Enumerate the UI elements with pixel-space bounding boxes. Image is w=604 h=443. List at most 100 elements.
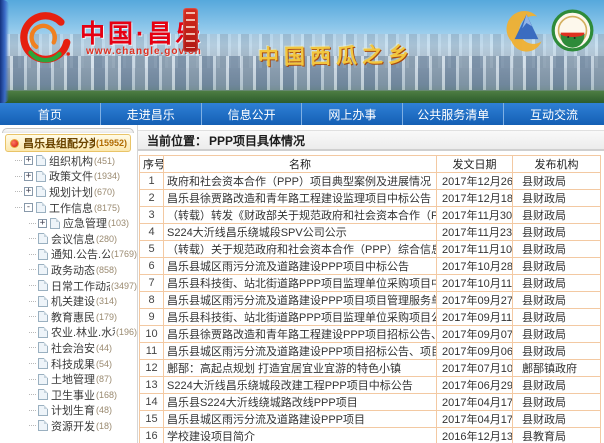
sidebar-item[interactable]: 机关建设 (314) bbox=[2, 293, 137, 309]
city-skyline-near bbox=[0, 56, 604, 90]
sidebar-item[interactable]: + 应急管理 (103) bbox=[2, 215, 137, 231]
expand-icon[interactable]: + bbox=[24, 155, 33, 166]
publish-agency: 鄌郚镇政府 bbox=[512, 359, 601, 377]
document-link[interactable]: （转载）关于规范政府和社会资本合作（PPP）综合信息平台项目库管理的通知 bbox=[167, 244, 436, 256]
folder-icon bbox=[38, 248, 48, 260]
publish-date: 2017年10月28日 bbox=[436, 257, 513, 275]
sidebar-item[interactable]: 通知.公告.公示(1769) bbox=[2, 247, 137, 263]
folder-icon bbox=[38, 264, 48, 276]
sidebar-item[interactable]: 教育惠民 (179) bbox=[2, 309, 137, 325]
sidebar-item-root-selected[interactable]: 昌乐县组配分类 (15952) bbox=[5, 134, 131, 152]
sidebar-item[interactable]: 农业.林业.水利(196) bbox=[2, 325, 137, 341]
document-name-cell: 昌乐县S224大沂线绕城路改线PPP项目 bbox=[163, 393, 437, 411]
document-link[interactable]: 鄌郚：高起点规划 打造宜居宜业宜游的特色小镇 bbox=[167, 363, 402, 375]
row-number: 12 bbox=[139, 359, 164, 377]
sidebar-item[interactable]: + 政策文件 (1934) bbox=[2, 169, 137, 185]
row-number: 9 bbox=[139, 308, 164, 326]
expand-icon[interactable]: + bbox=[24, 186, 33, 197]
sidebar-item[interactable]: 土地管理 (87) bbox=[2, 371, 137, 387]
sidebar-item[interactable]: 计划生育 (48) bbox=[2, 403, 137, 419]
document-link[interactable]: （转载）转发《财政部关于规范政府和社会资本合作（PPP）综合信息平台项目库管..… bbox=[167, 210, 437, 222]
item-count: (670) bbox=[94, 186, 116, 197]
table-row: 1政府和社会资本合作（PPP）项目典型案例及进展情况（城区雨污分流）及道路建设P… bbox=[139, 172, 601, 190]
sidebar-item[interactable]: 日常工作动态(3497) bbox=[2, 278, 137, 294]
document-name-cell: 昌乐县城区雨污分流及道路建设PPP项目中标公告 bbox=[163, 257, 437, 275]
sidebar-item[interactable]: 资源开发 (18) bbox=[2, 418, 137, 434]
sidebar-item[interactable]: - 工作信息 (8175) bbox=[2, 200, 137, 216]
sidebar-item[interactable]: 卫生事业 (168) bbox=[2, 387, 137, 403]
document-name-cell: 昌乐县城区雨污分流及道路建设PPP项目招标公告、项目合同 bbox=[163, 342, 437, 360]
item-count: (314) bbox=[96, 296, 118, 307]
folder-icon bbox=[36, 186, 46, 198]
publish-agency: 县财政局 bbox=[512, 274, 601, 292]
document-link[interactable]: 昌乐县科技街、站北街道路PPP项目监理单位采购项目公开招标公告 bbox=[167, 312, 436, 324]
sidebar-item-label: 会议信息 bbox=[51, 233, 95, 246]
document-link[interactable]: 昌乐县城区雨污分流及道路建设PPP项目招标公告、项目合同 bbox=[167, 346, 437, 358]
document-link[interactable]: 昌乐县城区雨污分流及道路建设PPP项目中标公告 bbox=[167, 261, 410, 273]
folder-icon bbox=[38, 342, 48, 354]
document-link[interactable]: 政府和社会资本合作（PPP）项目典型案例及进展情况（城区雨污分流）及道路建设P.… bbox=[167, 176, 436, 188]
collapse-icon[interactable]: - bbox=[24, 202, 33, 213]
nav-item-2[interactable]: 信息公开 bbox=[202, 103, 303, 125]
publish-agency: 县财政局 bbox=[512, 240, 601, 258]
folder-icon bbox=[38, 389, 48, 401]
publish-date: 2017年11月10日 bbox=[436, 240, 513, 258]
nav-item-3[interactable]: 网上办事 bbox=[302, 103, 404, 125]
folder-icon bbox=[36, 202, 46, 214]
row-number: 10 bbox=[139, 325, 164, 343]
item-count: (87) bbox=[96, 374, 113, 385]
nav-item-5[interactable]: 互动交流 bbox=[530, 107, 579, 122]
red-seal-stamp bbox=[183, 8, 198, 52]
item-count: (3497) bbox=[110, 280, 137, 291]
document-link[interactable]: 昌乐县S224大沂线绕城路改线PPP项目 bbox=[167, 397, 358, 409]
document-link[interactable]: S224大沂线昌乐绕城段改建工程PPP项目中标公告 bbox=[167, 380, 413, 392]
row-number: 4 bbox=[139, 223, 164, 241]
item-count: (280) bbox=[96, 233, 118, 244]
row-number: 11 bbox=[139, 342, 164, 360]
document-link[interactable]: 昌乐县科技街、站北街道路PPP项目监理单位采购项目中标公告 bbox=[167, 278, 436, 290]
table-row: 8昌乐县城区雨污分流及道路建设PPP项目项目管理服务单位采购招标公告2017年0… bbox=[139, 291, 601, 309]
folder-icon bbox=[38, 420, 48, 432]
sidebar-item-label: 计划生育 bbox=[51, 405, 95, 418]
sidebar-item[interactable]: 政务动态 (858) bbox=[2, 262, 137, 278]
breadcrumb-current: PPP项目具体情况 bbox=[209, 133, 306, 148]
sidebar-item[interactable]: 科技成果 (54) bbox=[2, 356, 137, 372]
table-row: 9昌乐县科技街、站北街道路PPP项目监理单位采购项目公开招标公告2017年09月… bbox=[139, 308, 601, 326]
row-number: 2 bbox=[139, 189, 164, 207]
sidebar-item-label: 日常工作动态 bbox=[51, 280, 110, 293]
nav-item-0[interactable]: 首页 bbox=[0, 103, 101, 125]
sidebar-item[interactable]: 社会治安 (44) bbox=[2, 340, 137, 356]
nav-item-4[interactable]: 公共服务清单 bbox=[403, 103, 505, 125]
publish-date: 2017年04月17日 bbox=[436, 410, 513, 428]
sidebar-item-label: 规划计划 bbox=[49, 186, 93, 199]
folder-icon bbox=[38, 295, 48, 307]
sidebar-item[interactable]: 会议信息 (280) bbox=[2, 231, 137, 247]
document-name-cell: 昌乐县科技街、站北街道路PPP项目监理单位采购项目中标公告 bbox=[163, 274, 437, 292]
document-link[interactable]: S224大沂线昌乐绕城段SPV公司公示 bbox=[167, 227, 347, 239]
document-link[interactable]: 昌乐县徐贾路改造和青年路工程建设PPP项目招标公告、项目合同 bbox=[167, 329, 436, 341]
sidebar-item-label: 土地管理 bbox=[51, 374, 95, 387]
breadcrumb-prefix: 当前位置： bbox=[147, 133, 208, 148]
expand-icon[interactable]: + bbox=[24, 170, 33, 181]
sidebar-item[interactable]: + 组织机构 (451) bbox=[2, 153, 137, 169]
publish-date: 2017年07月10日 bbox=[436, 359, 513, 377]
document-link[interactable]: 昌乐县徐贾路改造和青年路工程建设监理项目中标公告 bbox=[167, 193, 431, 205]
document-link[interactable]: 学校建设项目简介 bbox=[167, 431, 255, 443]
row-number: 13 bbox=[139, 376, 164, 394]
row-number: 7 bbox=[139, 274, 164, 292]
sidebar-item[interactable]: + 规划计划 (670) bbox=[2, 184, 137, 200]
expand-icon[interactable]: + bbox=[38, 217, 47, 228]
row-number: 1 bbox=[139, 172, 164, 190]
table-row: 10昌乐县徐贾路改造和青年路工程建设PPP项目招标公告、项目合同2017年09月… bbox=[139, 325, 601, 343]
document-link[interactable]: 昌乐县城区雨污分流及道路建设PPP项目项目管理服务单位采购招标公告 bbox=[167, 295, 436, 307]
folder-icon bbox=[38, 280, 48, 292]
nav-item-1[interactable]: 走进昌乐 bbox=[101, 103, 202, 125]
sidebar-item-label: 工作信息 bbox=[49, 202, 93, 215]
document-link[interactable]: 昌乐县城区雨污分流及道路建设PPP项目 bbox=[167, 414, 366, 426]
item-count: (15952) bbox=[95, 138, 127, 148]
document-table: 序号 名称 发文日期 发布机构 1 政府和社会资本合作（PPP）项目典型案例及进展… bbox=[139, 155, 601, 443]
main-nav: 首页 走进昌乐 信息公开 网上办事 公共服务清单 互动交流 bbox=[0, 103, 604, 125]
